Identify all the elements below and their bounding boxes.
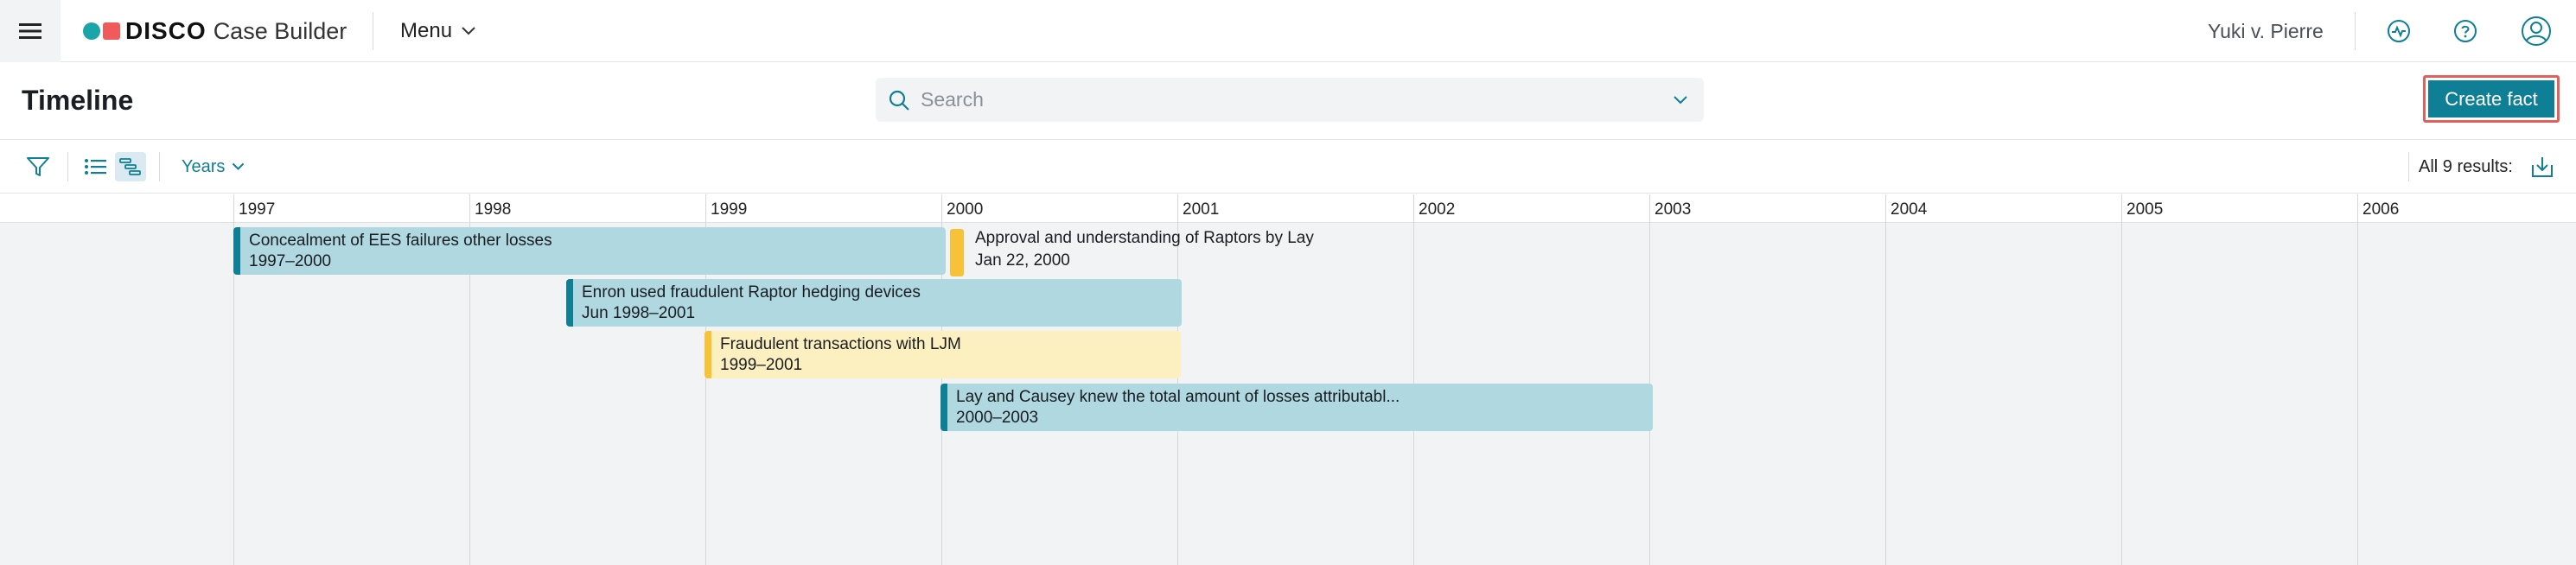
chevron-down-icon xyxy=(462,27,475,35)
divider xyxy=(67,152,68,181)
year-label: 2001 xyxy=(1183,200,1220,219)
title-row: Timeline Create fact xyxy=(0,62,2576,140)
page-title: Timeline xyxy=(22,85,134,116)
hamburger-menu-button[interactable] xyxy=(0,0,61,62)
fact-date: Jan 22, 2000 xyxy=(975,251,1070,270)
list-icon xyxy=(85,159,106,175)
filter-icon xyxy=(27,157,49,176)
fact-bar[interactable]: Concealment of EES failures other losses… xyxy=(233,227,946,275)
fact-date: 1999–2001 xyxy=(720,356,803,374)
fact-bar[interactable]: Lay and Causey knew the total amount of … xyxy=(940,384,1653,431)
divider xyxy=(2408,152,2409,181)
fact-date: Jun 1998–2001 xyxy=(582,304,696,322)
year-label: 1998 xyxy=(475,200,512,219)
year-gridline xyxy=(2121,194,2122,565)
year-gridline xyxy=(705,194,706,565)
fact-bar[interactable]: Fraudulent transactions with LJM 1999–20… xyxy=(705,331,1181,378)
brand-name: DISCO xyxy=(125,17,207,44)
year-label: 2005 xyxy=(2126,200,2164,219)
search-box[interactable] xyxy=(876,78,1704,122)
user-icon xyxy=(2522,16,2551,46)
fact-title: Fraudulent transactions with LJM xyxy=(720,335,961,353)
chevron-down-icon xyxy=(233,162,245,170)
filter-button[interactable] xyxy=(22,152,54,181)
year-gridline xyxy=(941,194,942,565)
year-gridline xyxy=(1649,194,1650,565)
year-gridline xyxy=(2357,194,2358,565)
hamburger-icon xyxy=(19,23,41,39)
user-profile-button[interactable] xyxy=(2521,16,2552,47)
menu-dropdown[interactable]: Menu xyxy=(400,17,476,45)
fact-bar[interactable]: Enron used fraudulent Raptor hedging dev… xyxy=(566,279,1182,327)
fact-point-marker[interactable] xyxy=(950,229,964,276)
fact-title: Concealment of EES failures other losses xyxy=(249,232,552,250)
zoom-level-label: Years xyxy=(182,157,226,176)
divider xyxy=(2355,12,2356,50)
brand-product: Case Builder xyxy=(213,17,348,44)
year-label: 2006 xyxy=(2362,200,2400,219)
year-gridline xyxy=(233,194,234,565)
search-input[interactable] xyxy=(921,88,1673,111)
year-label: 2000 xyxy=(947,200,984,219)
chevron-down-icon[interactable] xyxy=(1673,95,1688,105)
toolbar: Years All 9 results: xyxy=(0,140,2576,194)
fact-title: Enron used fraudulent Raptor hedging dev… xyxy=(582,283,921,302)
timeline-icon xyxy=(119,158,141,175)
list-view-button[interactable] xyxy=(80,152,111,181)
year-label: 2003 xyxy=(1655,200,1692,219)
create-fact-highlight: Create fact xyxy=(2423,75,2560,123)
timeline-canvas: 1997 1998 1999 2000 2001 2002 2003 2004 2005 2006… xyxy=(0,194,2576,565)
year-gridline xyxy=(469,194,470,565)
timeline-view-button[interactable] xyxy=(115,152,146,181)
year-gridline xyxy=(1885,194,1886,565)
year-gridline xyxy=(1177,194,1178,565)
fact-date: 2000–2003 xyxy=(956,409,1039,427)
zoom-level-dropdown[interactable]: Years xyxy=(182,154,245,180)
activity-icon xyxy=(2388,20,2410,42)
export-button[interactable] xyxy=(2528,152,2557,181)
year-label: 2004 xyxy=(1891,200,1928,219)
menu-label: Menu xyxy=(400,19,453,42)
search-icon xyxy=(889,90,909,111)
year-label: 1997 xyxy=(239,200,276,219)
fact-title: Lay and Causey knew the total amount of … xyxy=(956,388,1400,406)
download-icon xyxy=(2532,157,2553,177)
fact-date: 1997–2000 xyxy=(249,252,332,270)
fact-title: Approval and understanding of Raptors by… xyxy=(975,229,1314,247)
fact-point-label[interactable]: Approval and understanding of Raptors by… xyxy=(975,227,1314,272)
case-user-name[interactable]: Yuki v. Pierre xyxy=(2208,20,2324,42)
top-bar: DISCO Case Builder Menu Yuki v. Pierre xyxy=(0,0,2576,62)
help-button[interactable] xyxy=(2450,16,2481,47)
disco-logo-icon xyxy=(83,22,120,40)
year-label: 2002 xyxy=(1419,200,1456,219)
brand-logo[interactable]: DISCO Case Builder xyxy=(83,17,347,45)
timeline-axis xyxy=(0,194,2576,223)
activity-button[interactable] xyxy=(2383,16,2414,47)
create-fact-button[interactable]: Create fact xyxy=(2428,80,2554,117)
help-icon xyxy=(2454,20,2477,42)
year-label: 1999 xyxy=(711,200,748,219)
year-gridline xyxy=(1413,194,1414,565)
divider xyxy=(159,152,160,181)
results-count: All 9 results: xyxy=(2419,157,2513,176)
